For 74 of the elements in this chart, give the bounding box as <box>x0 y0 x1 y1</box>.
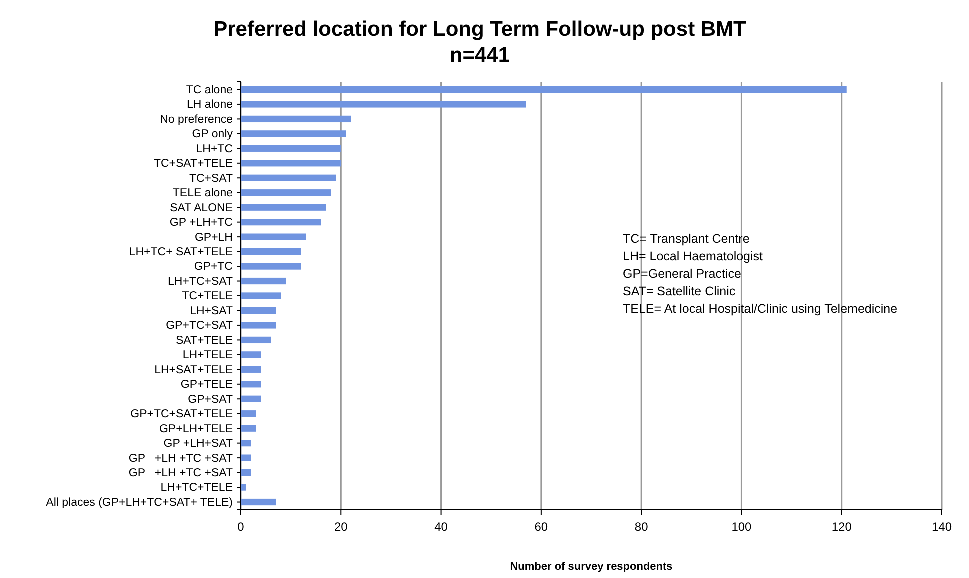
bar <box>241 410 256 418</box>
x-tick-label: 60 <box>534 520 548 534</box>
y-tick-label: LH+TC+ SAT+TELE <box>129 246 234 258</box>
bar <box>241 263 302 270</box>
bar <box>241 145 342 152</box>
bar <box>241 190 332 196</box>
y-tick-label: SAT ALONE <box>170 202 234 214</box>
bar <box>241 454 252 462</box>
y-tick-label: LH alone <box>186 99 233 112</box>
annotation: LH= Local Haematologist <box>623 250 764 264</box>
annotation: GP=General Practice <box>623 267 742 281</box>
y-tick-label: TC alone <box>186 84 233 96</box>
bar <box>241 234 306 240</box>
bar <box>241 219 322 226</box>
y-tick-label: GP only <box>192 128 234 141</box>
y-tick-label: GP+TC <box>194 261 233 274</box>
bar <box>241 292 282 300</box>
bar <box>241 248 302 256</box>
y-tick-label: GP+LH+TELE <box>159 423 234 436</box>
x-tick-label: 0 <box>238 520 245 534</box>
y-tick-label: GP+LH <box>194 232 233 244</box>
y-tick-label: LH+TC+TELE <box>160 482 234 494</box>
bar <box>241 381 262 388</box>
annotation: TC= Transplant Centre <box>623 232 750 246</box>
y-tick-label: LH+SAT <box>190 305 233 318</box>
bar <box>241 352 262 358</box>
y-tick-label: GP +LH +TC +SAT <box>128 467 233 480</box>
y-tick-label: GP+SAT <box>188 394 233 406</box>
bar <box>241 160 342 167</box>
y-tick-label: TELE alone <box>172 188 233 200</box>
bar <box>241 322 276 329</box>
x-tick-label: 20 <box>334 520 348 534</box>
bar <box>241 86 847 94</box>
y-tick-label: TC+TELE <box>182 290 234 303</box>
bar <box>241 440 252 447</box>
y-tick-label: No preference <box>160 114 233 126</box>
y-tick-label: GP +LH +TC +SAT <box>128 452 233 465</box>
chart-subtitle: n=441 <box>450 44 510 67</box>
bar <box>241 116 352 123</box>
bar <box>241 307 276 314</box>
y-tick-label: TC+SAT <box>189 172 233 185</box>
y-tick-label: LH+TELE <box>182 350 234 362</box>
annotation: SAT= Satellite Clinic <box>623 284 736 298</box>
bar <box>241 484 246 491</box>
x-tick-label: 140 <box>932 520 952 534</box>
bar <box>241 174 336 182</box>
chart-title: Preferred location for Long Term Follow-up post BMT <box>214 18 747 41</box>
bar <box>241 396 262 402</box>
x-tick-label: 120 <box>832 520 852 534</box>
bar <box>241 204 326 211</box>
bar <box>241 101 526 108</box>
y-tick-label: GP+TELE <box>180 379 234 392</box>
x-tick-label: 100 <box>732 520 752 534</box>
bar <box>241 278 286 285</box>
bar <box>241 366 262 373</box>
x-tick-label: 40 <box>434 520 448 534</box>
x-axis-title: Number of survey respondents <box>510 561 673 573</box>
bar <box>241 130 346 138</box>
y-tick-label: LH+TC <box>196 143 233 156</box>
bar <box>241 336 272 344</box>
bar <box>241 469 252 476</box>
y-tick-label: GP +LH+TC <box>170 217 233 230</box>
y-tick-label: GP+TC+SAT+TELE <box>130 408 234 421</box>
bar <box>241 425 256 432</box>
y-tick-label: LH+TC+SAT <box>168 276 233 288</box>
y-tick-label: SAT+TELE <box>176 334 234 347</box>
annotation: TELE= At local Hospital/Clinic using Telemedicine <box>623 302 898 316</box>
bar <box>241 498 276 506</box>
y-tick-label: GP+TC+SAT <box>166 320 233 332</box>
y-tick-label: All places (GP+LH+TC+SAT+ TELE) <box>46 496 234 509</box>
y-tick-label: TC+SAT+TELE <box>154 158 234 170</box>
x-tick-label: 80 <box>634 520 649 534</box>
y-tick-label: GP +LH+SAT <box>164 438 233 450</box>
y-tick-label: LH+SAT+TELE <box>154 364 234 376</box>
